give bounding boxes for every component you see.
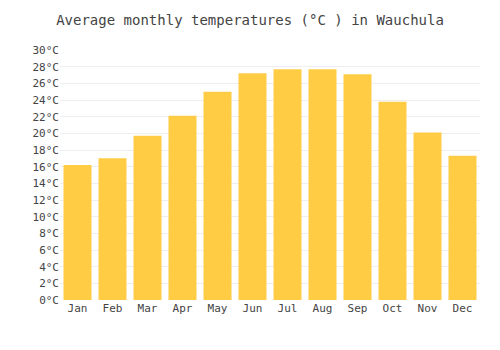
svg-text:Mar: Mar xyxy=(138,302,158,315)
svg-text:0°C: 0°C xyxy=(39,294,59,307)
svg-text:8°C: 8°C xyxy=(39,227,59,240)
svg-text:Jul: Jul xyxy=(278,302,298,315)
svg-text:Oct: Oct xyxy=(383,302,403,315)
svg-text:10°C: 10°C xyxy=(33,211,60,224)
svg-text:12°C: 12°C xyxy=(33,194,60,207)
svg-text:2°C: 2°C xyxy=(39,277,59,290)
svg-text:May: May xyxy=(208,302,228,315)
svg-text:4°C: 4°C xyxy=(39,261,59,274)
svg-text:Sep: Sep xyxy=(348,302,368,315)
svg-text:Dec: Dec xyxy=(453,302,473,315)
svg-text:18°C: 18°C xyxy=(33,144,60,157)
svg-text:Average monthly temperatures (: Average monthly temperatures (°C ) in Wa… xyxy=(56,12,444,28)
svg-text:28°C: 28°C xyxy=(33,61,60,74)
svg-text:Aug: Aug xyxy=(313,302,333,315)
svg-text:6°C: 6°C xyxy=(39,244,59,257)
svg-text:24°C: 24°C xyxy=(33,94,60,107)
svg-text:Jun: Jun xyxy=(243,302,263,315)
svg-text:Nov: Nov xyxy=(418,302,438,315)
svg-text:22°C: 22°C xyxy=(33,111,60,124)
svg-text:16°C: 16°C xyxy=(33,161,60,174)
svg-text:Apr: Apr xyxy=(173,302,193,315)
svg-text:20°C: 20°C xyxy=(33,127,60,140)
svg-text:Jan: Jan xyxy=(68,302,88,315)
svg-text:14°C: 14°C xyxy=(33,177,60,190)
svg-text:26°C: 26°C xyxy=(33,77,60,90)
svg-text:30°C: 30°C xyxy=(33,44,60,57)
svg-text:Feb: Feb xyxy=(103,302,123,315)
